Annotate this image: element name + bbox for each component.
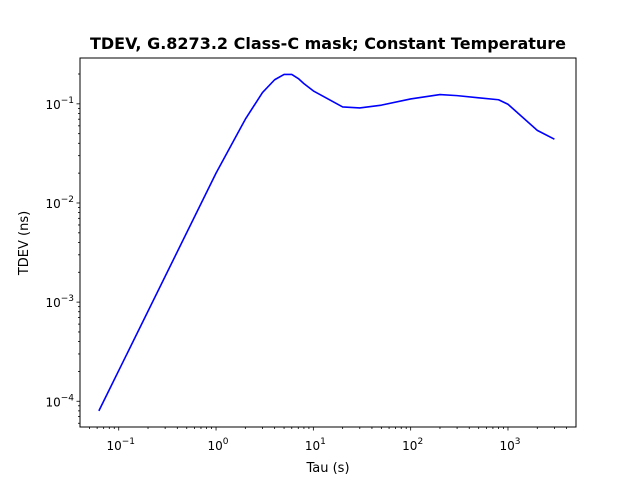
x-tick-label: 103 <box>499 437 520 453</box>
x-tick-label: 100 <box>208 437 229 453</box>
x-tick-label: 10−1 <box>106 437 135 453</box>
series-layer <box>98 73 555 412</box>
y-tick-label: 10−1 <box>45 96 74 112</box>
y-axis-label: TDEV (ns) <box>17 211 32 276</box>
x-axis-label: Tau (s) <box>305 461 349 476</box>
chart-title: TDEV, G.8273.2 Class-C mask; Constant Te… <box>90 34 566 53</box>
x-tick-label: 102 <box>402 437 423 453</box>
y-tick-label: 10−4 <box>45 393 74 409</box>
x-tick-label: 101 <box>305 437 326 453</box>
axis-ticks: 10−1 100 101 102 103 10−4 10−3 10−2 10−1 <box>45 73 567 453</box>
tdev-series-line <box>98 73 555 412</box>
y-tick-label: 10−2 <box>45 195 74 211</box>
plot-frame <box>79 57 577 428</box>
y-tick-label: 10−3 <box>45 294 74 310</box>
